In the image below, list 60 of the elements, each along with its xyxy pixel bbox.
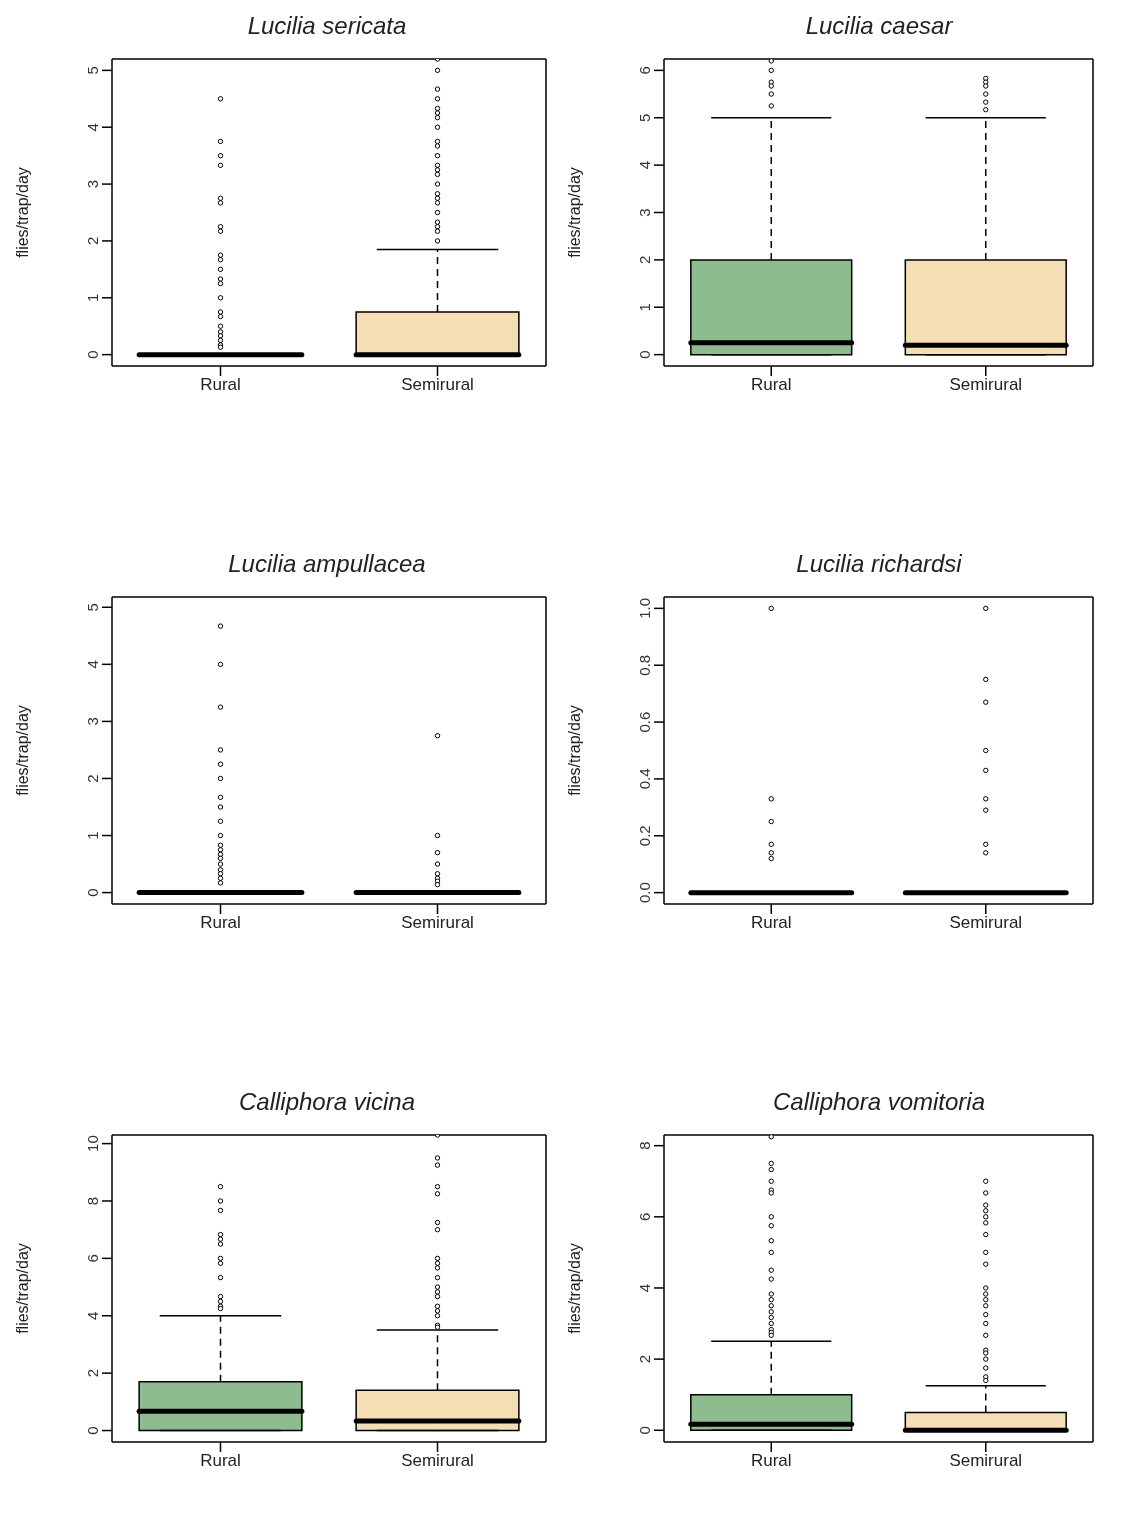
chart-title: Calliphora vomitoria <box>771 1087 987 1117</box>
y-tick-label: 0.6 <box>636 711 653 733</box>
y-tick-label: 0.8 <box>636 654 653 676</box>
y-tick-label: 4 <box>84 1311 101 1320</box>
x-tick-label: Semirural <box>949 913 1023 933</box>
y-axis-title: flies/trap/day <box>13 1243 31 1334</box>
y-tick-label: 2 <box>84 774 101 783</box>
y-axis-title: flies/trap/day <box>565 705 583 796</box>
y-tick-label: 3 <box>84 179 101 189</box>
y-tick-label: 4 <box>636 1283 653 1293</box>
y-axis-title: flies/trap/day <box>565 1243 583 1334</box>
y-tick-label: 2 <box>84 236 101 246</box>
y-tick-label: 0 <box>84 350 101 359</box>
y-tick-label: 0 <box>636 350 653 359</box>
x-tick-label: Rural <box>200 913 241 933</box>
x-tick-label: Rural <box>200 1451 241 1471</box>
x-tick-label: Rural <box>750 375 792 395</box>
y-tick-label: 1 <box>636 303 653 312</box>
y-tick-label: 0 <box>84 1426 101 1435</box>
y-tick-label: 2 <box>636 1354 653 1364</box>
x-tick-label: Rural <box>200 375 241 395</box>
chart-title: Lucilia sericata <box>246 11 408 41</box>
y-tick-label: 3 <box>84 717 101 726</box>
x-tick-label: Rural <box>750 913 792 933</box>
y-tick-label: 2 <box>636 255 653 265</box>
y-axis-title: flies/trap/day <box>13 705 31 796</box>
y-tick-label: 6 <box>636 66 653 75</box>
y-tick-label: 10 <box>84 1135 101 1152</box>
y-tick-label: 4 <box>636 160 653 170</box>
y-tick-label: 4 <box>84 123 101 132</box>
y-tick-label: 0.4 <box>636 768 653 790</box>
x-tick-label: Semirural <box>949 1451 1023 1471</box>
y-axis-title: flies/trap/day <box>565 167 583 258</box>
y-tick-label: 0 <box>84 888 101 897</box>
x-tick-label: Semirural <box>401 913 474 933</box>
x-tick-label: Semirural <box>949 375 1023 395</box>
y-tick-label: 6 <box>84 1254 101 1263</box>
y-axis-title: flies/trap/day <box>13 167 31 258</box>
y-tick-label: 5 <box>84 66 101 75</box>
x-tick-label: Semirural <box>401 1451 474 1471</box>
x-tick-label: Semirural <box>401 375 474 395</box>
chart-title: Lucilia ampullacea <box>227 549 427 579</box>
y-tick-label: 8 <box>636 1141 653 1150</box>
chart-title: Lucilia caesar <box>804 11 955 41</box>
y-tick-label: 0 <box>636 1426 653 1435</box>
y-tick-label: 6 <box>636 1212 653 1221</box>
y-tick-label: 8 <box>84 1196 101 1206</box>
y-tick-label: 2 <box>84 1368 101 1378</box>
y-tick-label: 5 <box>636 113 653 122</box>
y-tick-label: 3 <box>636 208 653 217</box>
x-tick-label: Rural <box>750 1451 792 1471</box>
y-tick-label: 0.2 <box>636 825 653 847</box>
chart-title: Lucilia richardsi <box>795 549 963 579</box>
y-tick-label: 5 <box>84 603 101 612</box>
y-tick-label: 1 <box>84 831 101 840</box>
y-tick-label: 1 <box>84 293 101 302</box>
y-tick-label: 1.0 <box>636 597 653 619</box>
chart-title: Calliphora vicina <box>237 1087 417 1117</box>
y-tick-label: 4 <box>84 660 101 669</box>
y-tick-label: 0.0 <box>636 882 653 904</box>
